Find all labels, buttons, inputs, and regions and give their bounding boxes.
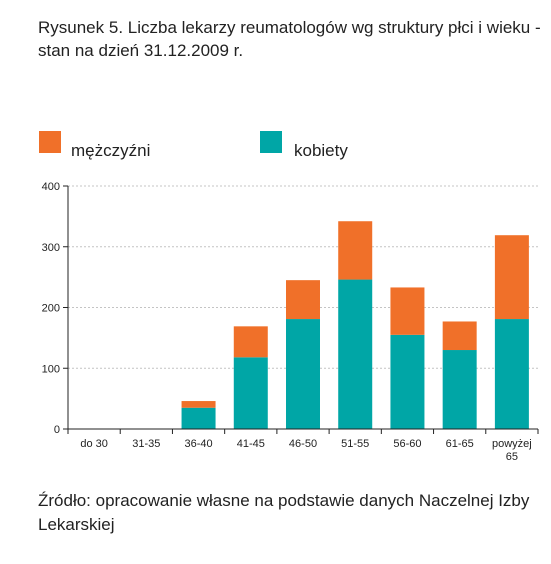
- source-note: Źródło: opracowanie własne na podstawie …: [38, 491, 530, 534]
- x-tick-label: 65: [506, 451, 518, 463]
- x-tick-label: 46-50: [289, 438, 317, 450]
- bar-mezczyzni: [233, 326, 268, 358]
- x-tick-label: 56-60: [393, 438, 421, 450]
- bar-kobiety: [338, 279, 373, 429]
- y-tick-label: 200: [42, 303, 60, 315]
- bar-kobiety: [390, 334, 425, 429]
- x-tick-label: 51-55: [341, 438, 369, 450]
- x-tick-label: 31-35: [132, 438, 160, 450]
- legend-swatch-women: [260, 131, 282, 153]
- bar-kobiety: [233, 357, 268, 429]
- chart-title: Rysunek 5. Liczba lekarzy reumatologów w…: [38, 18, 541, 60]
- x-tick-label: powyżej: [492, 438, 532, 450]
- bar-kobiety: [442, 350, 477, 429]
- x-tick-label: do 30: [80, 438, 108, 450]
- bar-mezczyzni: [338, 221, 373, 280]
- legend-swatch-men: [39, 131, 61, 153]
- bar-mezczyzni: [181, 401, 216, 408]
- legend-label-women: kobiety: [294, 141, 348, 160]
- x-tick-label: 41-45: [237, 438, 265, 450]
- bar-mezczyzni: [390, 287, 425, 335]
- y-tick-label: 300: [42, 242, 60, 254]
- bar-mezczyzni: [442, 321, 477, 351]
- y-tick-label: 0: [54, 424, 60, 436]
- x-tick-label: 61-65: [446, 438, 474, 450]
- bar-kobiety: [181, 407, 216, 429]
- bar-kobiety: [286, 319, 320, 429]
- legend-label-men: mężczyźni: [71, 141, 151, 160]
- bar-mezczyzni: [494, 235, 529, 320]
- stacked-bar-chart: 0 100 200 300 400 do 30 31-35 36-40 41-45 46-50 51…: [42, 181, 539, 463]
- bar-kobiety: [494, 319, 529, 429]
- y-tick-label: 100: [42, 363, 60, 375]
- y-tick-label: 400: [42, 181, 60, 193]
- x-tick-label: 36-40: [184, 438, 212, 450]
- bar-mezczyzni: [286, 280, 320, 320]
